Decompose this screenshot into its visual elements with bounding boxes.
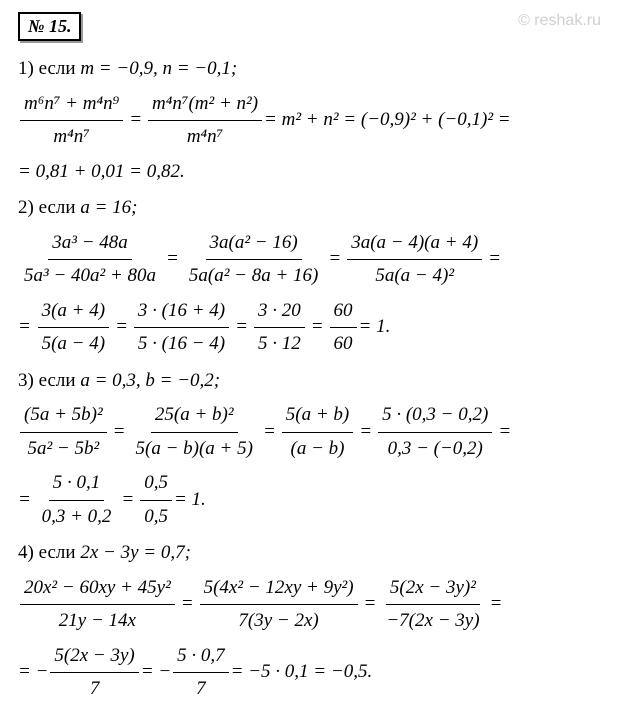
p4-line2: = − 5(2x − 3y) 7 = − 5 · 0,7 7 = −5 · 0,… (18, 642, 601, 704)
p3-f5-den: 0,3 + 0,2 (38, 501, 116, 532)
p4-frac4: 5(2x − 3y) 7 (50, 642, 138, 704)
p4-label: 4) если (18, 539, 76, 568)
p2-f5-den: 5 · (16 − 4) (134, 328, 229, 359)
p4-frac3: 5(2x − 3y)² −7(2x − 3y) (382, 574, 483, 636)
p2-f3-den: 5a(a − 4)² (371, 260, 458, 291)
p2-frac6: 3 · 20 5 · 12 (254, 297, 305, 359)
p1-f1-num: m⁶n⁷ + m⁴n⁹ (20, 90, 123, 122)
p3-f6-num: 0,5 (140, 469, 172, 501)
p4-condition: 4) если 2x − 3y = 0,7; (18, 539, 601, 568)
p2-f1-num: 3a³ − 48a (48, 229, 132, 261)
p1-f2-num: m⁴n⁷(m² + n²) (148, 90, 262, 122)
p3-end: = 1. (174, 486, 206, 515)
p3-label: 3) если (18, 367, 76, 396)
p3-f1-num: (5a + 5b)² (20, 401, 107, 433)
p1-line2: = 0,81 + 0,01 = 0,82. (18, 158, 601, 187)
p2-line1: 3a³ − 48a 5a³ − 40a² + 80a = 3a(a² − 16)… (18, 229, 601, 291)
p2-f4-num: 3(a + 4) (38, 297, 109, 329)
p4-neg1: = − (18, 658, 48, 687)
p3-f6-den: 0,5 (140, 501, 172, 532)
p3-f1-den: 5a² − 5b² (23, 433, 103, 464)
p2-frac4: 3(a + 4) 5(a − 4) (38, 297, 109, 359)
p3-f3-num: 5(a + b) (282, 401, 353, 433)
p1-frac1: m⁶n⁷ + m⁴n⁹ m⁴n⁷ (20, 90, 123, 152)
p2-f2-den: 5a(a² − 8a + 16) (185, 260, 323, 291)
problem-number: № 15. (18, 12, 81, 41)
p2-f7-num: 60 (330, 297, 357, 329)
solution-content: 1) если m = −0,9, n = −0,1; m⁶n⁷ + m⁴n⁹ … (18, 55, 601, 704)
p4-f5-num: 5 · 0,7 (173, 642, 229, 674)
p1-condition: 1) если m = −0,9, n = −0,1; (18, 55, 601, 84)
p2-frac1: 3a³ − 48a 5a³ − 40a² + 80a (20, 229, 160, 291)
p2-cond: a = 16; (80, 194, 137, 223)
p2-frac7: 60 60 (330, 297, 357, 359)
p4-frac2: 5(4x² − 12xy + 9y²) 7(3y − 2x) (200, 574, 358, 636)
p2-end: = 1. (359, 313, 391, 342)
p4-end: = −5 · 0,1 = −0,5. (231, 658, 373, 687)
p4-frac1: 20x² − 60xy + 45y² 21y − 14x (20, 574, 175, 636)
p2-f3-num: 3a(a − 4)(a + 4) (347, 229, 482, 261)
p1-cond: m = −0,9, n = −0,1; (80, 55, 237, 84)
p3-f3-den: (a − b) (287, 433, 349, 464)
p1-f2-den: m⁴n⁷ (183, 121, 227, 152)
p2-f1-den: 5a³ − 40a² + 80a (20, 260, 160, 291)
p3-line2: = 5 · 0,1 0,3 + 0,2 = 0,5 0,5 = 1. (18, 469, 601, 531)
p4-cond: 2x − 3y = 0,7; (80, 539, 191, 568)
p2-frac3: 3a(a − 4)(a + 4) 5a(a − 4)² (347, 229, 482, 291)
p4-f2-den: 7(3y − 2x) (234, 605, 322, 636)
p3-frac5: 5 · 0,1 0,3 + 0,2 (38, 469, 116, 531)
p1-frac2: m⁴n⁷(m² + n²) m⁴n⁷ (148, 90, 262, 152)
p3-f4-den: 0,3 − (−0,2) (384, 433, 487, 464)
p3-cond: a = 0,3, b = −0,2; (80, 367, 220, 396)
p4-f1-num: 20x² − 60xy + 45y² (20, 574, 175, 606)
p3-frac4: 5 · (0,3 − 0,2) 0,3 − (−0,2) (378, 401, 492, 463)
p1-f1-den: m⁴n⁷ (49, 121, 93, 152)
p1-last: = 0,81 + 0,01 = 0,82. (18, 158, 185, 187)
p4-frac5: 5 · 0,7 7 (173, 642, 229, 704)
watermark: © reshak.ru (518, 12, 601, 30)
p3-line1: (5a + 5b)² 5a² − 5b² = 25(a + b)² 5(a − … (18, 401, 601, 463)
p4-f4-num: 5(2x − 3y) (50, 642, 138, 674)
p2-f6-den: 5 · 12 (254, 328, 305, 359)
p2-line2: = 3(a + 4) 5(a − 4) = 3 · (16 + 4) 5 · (… (18, 297, 601, 359)
p1-line1: m⁶n⁷ + m⁴n⁹ m⁴n⁷ = m⁴n⁷(m² + n²) m⁴n⁷ = … (18, 90, 601, 152)
p3-frac2: 25(a + b)² 5(a − b)(a + 5) (132, 401, 257, 463)
p4-f3-den: −7(2x − 3y) (382, 605, 483, 636)
p2-label: 2) если (18, 194, 76, 223)
p2-f2-num: 3a(a² − 16) (206, 229, 302, 261)
p2-condition: 2) если a = 16; (18, 194, 601, 223)
p4-f1-den: 21y − 14x (55, 605, 140, 636)
p4-f2-num: 5(4x² − 12xy + 9y²) (200, 574, 358, 606)
p4-line1: 20x² − 60xy + 45y² 21y − 14x = 5(4x² − 1… (18, 574, 601, 636)
p1-label: 1) если (18, 55, 76, 84)
p3-frac6: 0,5 0,5 (140, 469, 172, 531)
p4-neg2: = − (141, 658, 171, 687)
p2-f4-den: 5(a − 4) (38, 328, 109, 359)
p3-f2-num: 25(a + b)² (151, 401, 238, 433)
p2-frac5: 3 · (16 + 4) 5 · (16 − 4) (134, 297, 229, 359)
p3-frac3: 5(a + b) (a − b) (282, 401, 353, 463)
p4-f3-num: 5(2x − 3y)² (386, 574, 480, 606)
p3-condition: 3) если a = 0,3, b = −0,2; (18, 367, 601, 396)
p3-f4-num: 5 · (0,3 − 0,2) (378, 401, 492, 433)
p1-mid: = m² + n² = (−0,9)² + (−0,1)² = (264, 106, 511, 135)
p2-f7-den: 60 (330, 328, 357, 359)
p2-f5-num: 3 · (16 + 4) (134, 297, 229, 329)
p2-f6-num: 3 · 20 (254, 297, 305, 329)
p3-f5-num: 5 · 0,1 (49, 469, 105, 501)
p2-frac2: 3a(a² − 16) 5a(a² − 8a + 16) (185, 229, 323, 291)
p3-f2-den: 5(a − b)(a + 5) (132, 433, 257, 464)
p3-frac1: (5a + 5b)² 5a² − 5b² (20, 401, 107, 463)
